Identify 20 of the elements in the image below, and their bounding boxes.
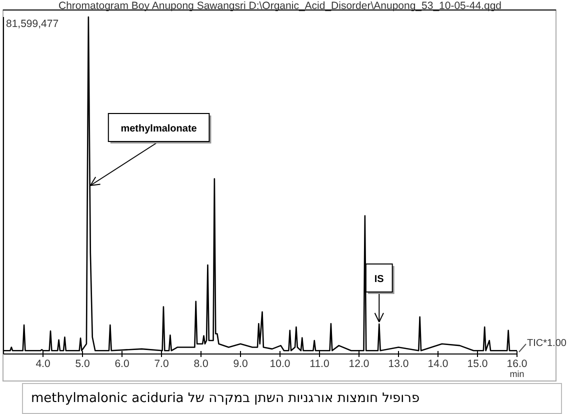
x-tick-label: 10.0: [270, 358, 290, 370]
annotation: methylmalonate: [120, 124, 198, 134]
x-tick-label: 7.0: [154, 358, 169, 370]
chart-title: Chromatogram Boy Anupong Sawangsri D:\Organic_Acid_Disorder\Anupong_53_10-05-44.qgd: [58, 0, 502, 12]
x-axis-title: min: [510, 369, 524, 379]
x-tick-label: 15.0: [467, 358, 488, 370]
x-tick-label: 14.0: [428, 358, 448, 370]
x-tick-label: 13.0: [388, 358, 409, 370]
x-tick-label: 5.0: [75, 358, 90, 370]
x-tick-label: 4.0: [36, 358, 50, 370]
annotation: IS: [374, 274, 384, 285]
x-tick-label: 9.0: [233, 358, 248, 370]
x-tick-label: 6.0: [114, 358, 130, 370]
x-tick-label: 11.0: [310, 358, 330, 370]
text: פרופיל חומצות אורגניות השתן במקרה של methylmalonic aciduria: [22, 383, 562, 414]
x-tick-label: 12.0: [348, 358, 370, 370]
x-tick-label: 8.0: [194, 358, 208, 370]
text: TIC*1.00: [527, 338, 567, 349]
x-tick-label: 16.0: [506, 358, 528, 370]
annotation: 81,599,477: [6, 18, 59, 30]
